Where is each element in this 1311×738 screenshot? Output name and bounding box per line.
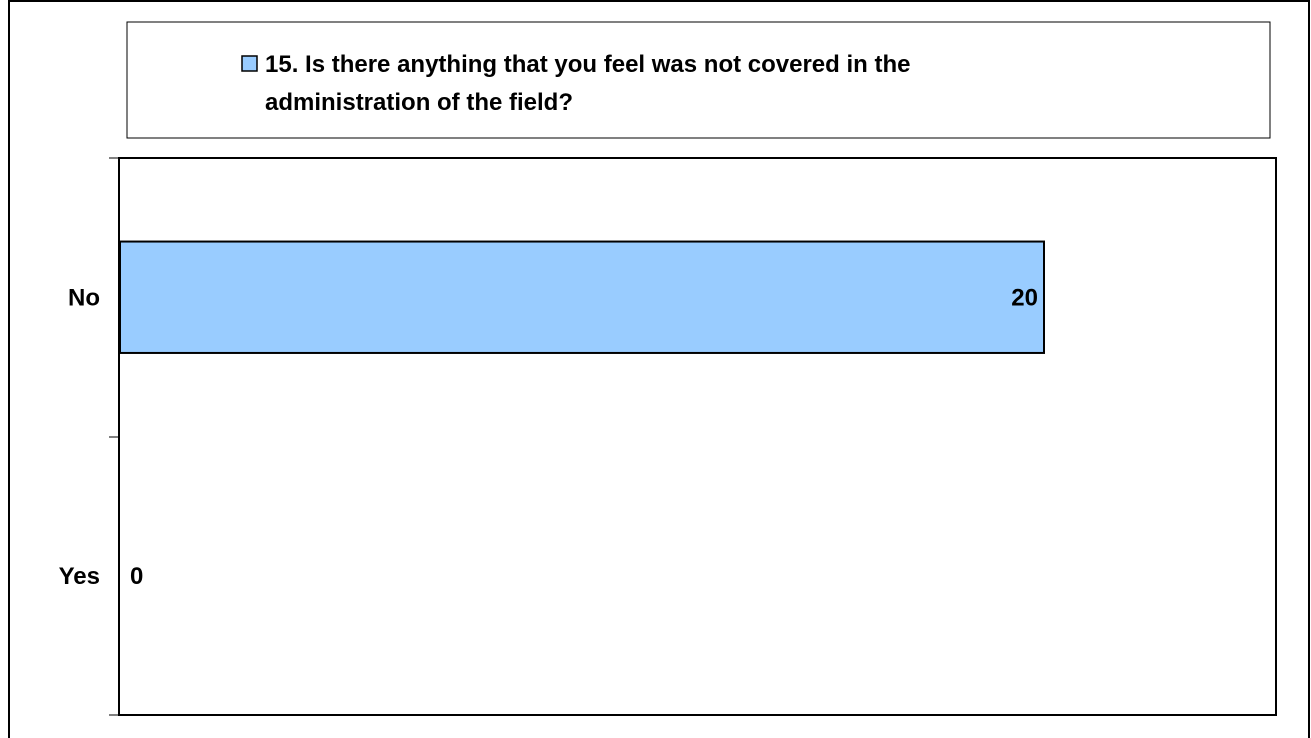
- legend-swatch: [241, 55, 258, 72]
- category-label-yes: Yes: [59, 563, 100, 590]
- bars-layer: [119, 240, 1045, 354]
- legend-box: [126, 21, 1271, 139]
- legend-label-line-1: 15. Is there anything that you feel was …: [265, 51, 910, 78]
- data-label-yes: 0: [130, 563, 143, 590]
- labels-layer: No 20 Yes 0: [59, 284, 1038, 590]
- chart-area-border: [8, 0, 1310, 738]
- legend-label-line-2: administration of the field?: [265, 89, 573, 116]
- bar-no: [119, 240, 1045, 354]
- data-label-no: 20: [1011, 284, 1038, 311]
- category-label-no: No: [68, 284, 100, 311]
